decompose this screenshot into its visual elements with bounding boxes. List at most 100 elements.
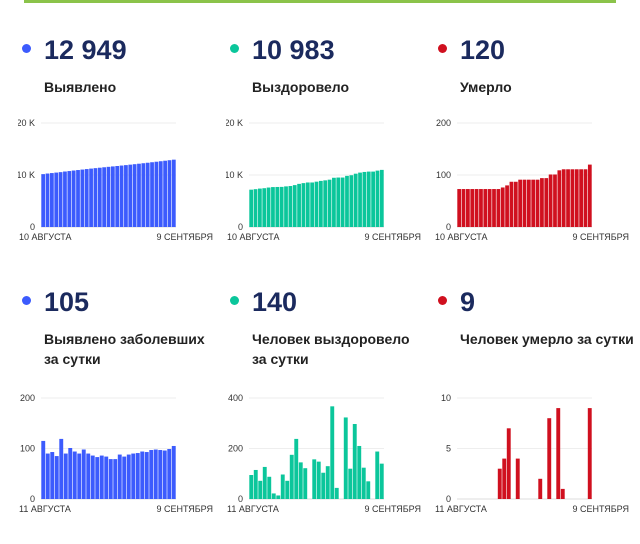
bar: [470, 189, 475, 227]
bar: [540, 178, 544, 227]
bar: [566, 169, 570, 227]
bar-chart: 0 5 10 11 АВГУСТА 9 СЕНТЯБРЯ: [435, 393, 629, 514]
bar: [336, 177, 341, 227]
bar: [253, 189, 258, 227]
stat-label: Человек выздоровело за сутки: [252, 331, 410, 367]
stat-value: 10 983: [252, 35, 335, 65]
bar: [163, 160, 167, 227]
y-tick-label: 0: [30, 222, 35, 232]
bar: [544, 178, 549, 227]
y-tick-label: 0: [30, 494, 35, 504]
bar: [249, 189, 254, 227]
bar: [548, 174, 553, 227]
bar: [63, 171, 67, 227]
bar: [271, 187, 275, 227]
legend-dot: [438, 296, 447, 305]
bar: [140, 451, 145, 499]
y-tick-label: 20 K: [18, 118, 35, 128]
bar: [167, 449, 172, 499]
bar: [89, 168, 93, 227]
bar: [86, 453, 91, 499]
bar: [457, 189, 462, 227]
legend-dot: [22, 44, 31, 53]
legend-dot: [438, 44, 447, 53]
bar: [162, 450, 167, 499]
bar: [141, 163, 146, 227]
bar: [102, 167, 107, 227]
y-tick-label: 200: [436, 118, 451, 128]
bar: [93, 168, 98, 227]
bar: [285, 480, 290, 499]
bar: [334, 487, 339, 499]
legend-dot: [230, 296, 239, 305]
bar: [132, 164, 137, 227]
legend-dot: [230, 44, 239, 53]
bar: [110, 166, 115, 227]
y-tick-label: 100: [20, 444, 35, 454]
stat-value: 140: [252, 287, 298, 317]
bar: [497, 468, 502, 499]
bar: [97, 167, 102, 227]
x-tick-label: 9 СЕНТЯБРЯ: [364, 232, 421, 242]
bar: [358, 172, 362, 227]
bar: [288, 186, 293, 227]
bar: [63, 453, 68, 499]
x-tick-label: 9 СЕНТЯБРЯ: [364, 504, 421, 514]
bar: [119, 165, 124, 227]
bar: [371, 171, 375, 227]
bar: [113, 459, 118, 499]
bar: [54, 172, 59, 227]
bar: [509, 181, 514, 227]
bar: [366, 171, 371, 227]
bar: [353, 173, 358, 227]
bar: [292, 185, 297, 227]
bar: [50, 173, 54, 227]
bar: [547, 418, 552, 499]
bar: [77, 453, 82, 499]
bar: [54, 456, 59, 499]
bar: [115, 166, 120, 227]
bar: [301, 183, 306, 227]
stat-label: Выздоровело: [252, 79, 350, 95]
x-tick-label: 11 АВГУСТА: [435, 504, 487, 514]
stat-card: 10 983 Выздоровело 0 10 K 20 K 10 АВГУСТА 9 С…: [226, 35, 426, 285]
bar: [366, 481, 371, 499]
bar: [330, 406, 335, 499]
stat-label: Человек умерло за сутки: [460, 331, 634, 347]
bar: [171, 159, 176, 227]
bar: [106, 166, 111, 227]
bar: [171, 445, 176, 499]
x-tick-label: 11 АВГУСТА: [19, 504, 71, 514]
bar: [45, 173, 50, 227]
bar: [314, 181, 319, 227]
bar: [59, 438, 64, 499]
bar: [375, 451, 380, 499]
x-tick-label: 10 АВГУСТА: [19, 232, 72, 242]
bar: [249, 475, 254, 499]
bar: [323, 180, 328, 227]
x-tick-label: 9 СЕНТЯБРЯ: [156, 232, 213, 242]
bar: [305, 182, 310, 227]
bar: [131, 453, 136, 499]
y-tick-label: 100: [436, 170, 451, 180]
bar: [303, 468, 308, 499]
x-tick-label: 9 СЕНТЯБРЯ: [156, 504, 213, 514]
bar: [579, 169, 583, 227]
y-tick-label: 0: [446, 494, 451, 504]
y-tick-label: 10: [441, 393, 451, 403]
bar: [515, 458, 520, 499]
x-tick-label: 10 АВГУСТА: [227, 232, 280, 242]
bar: [500, 187, 505, 227]
y-tick-label: 0: [238, 494, 243, 504]
bar: [144, 452, 149, 499]
bar: [266, 187, 271, 227]
bar-chart: 0 100 200 11 АВГУСТА 9 СЕНТЯБРЯ: [19, 393, 213, 514]
bar: [72, 451, 77, 499]
bar: [556, 408, 561, 499]
bar: [502, 458, 507, 499]
stat-value: 9: [460, 287, 476, 317]
bar: [505, 185, 509, 227]
bar: [474, 189, 479, 227]
bar-chart: 0 100 200 10 АВГУСТА 9 СЕНТЯБРЯ: [435, 118, 629, 242]
bar: [332, 177, 336, 227]
